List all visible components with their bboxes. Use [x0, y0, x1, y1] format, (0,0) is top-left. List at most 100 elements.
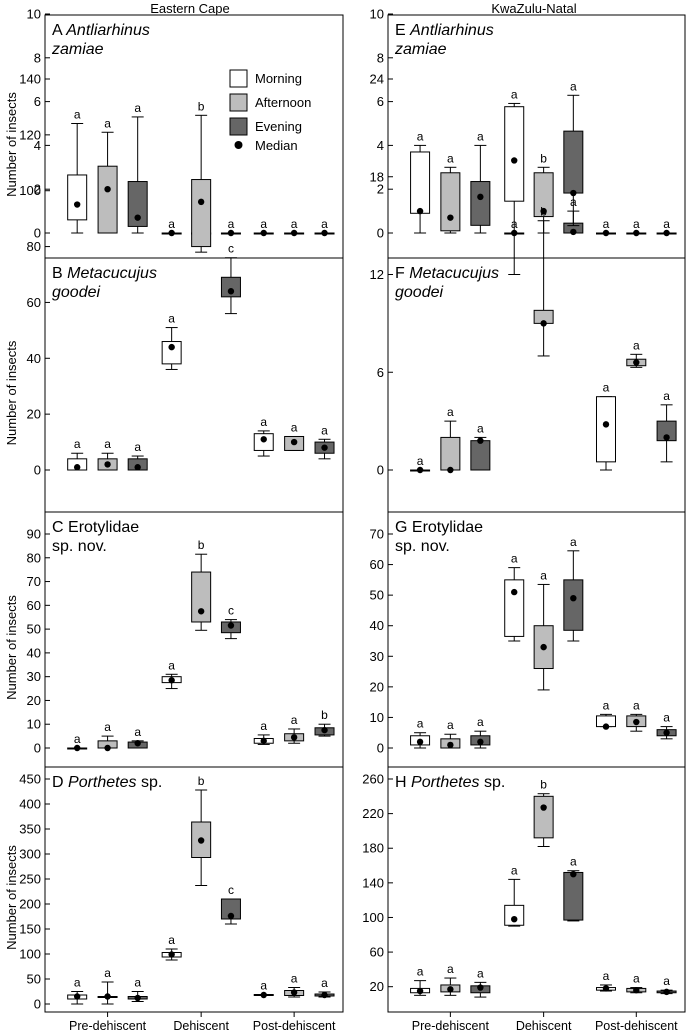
panel-a-dehiscent-morning-median-dot: [168, 229, 175, 237]
panel-d-pre-dehiscent-evening-sig-letter: a: [134, 976, 141, 990]
panel-e-post-dehiscent-morning-box: a: [595, 217, 616, 237]
panel-f-dehiscent-morning-box: a: [504, 87, 525, 275]
panel-a-pre-dehiscent-morning-median-dot: [73, 201, 81, 208]
panel-e-post-dehiscent-evening-sig-letter: a: [663, 217, 670, 231]
panel-d-post-dehiscent-afternoon-sig-letter: a: [291, 972, 298, 986]
panel-e-post-dehiscent-morning-median-dot: [602, 229, 610, 237]
panel-b-dehiscent-morning-iqr: [161, 341, 182, 365]
panel-b-post-dehiscent-evening-median-dot: [321, 444, 328, 451]
panel-e-pre-dehiscent-afternoon-box: a: [440, 151, 461, 234]
panel-f-dehiscent-morning-sig-letter: a: [511, 87, 518, 101]
legend-swatch-morning: [229, 69, 248, 88]
panel-c-ytick-label: 10: [27, 717, 41, 732]
panel-d-dehiscent-morning-box: a: [161, 933, 182, 961]
panel-g-ytick-label: 0: [377, 741, 384, 756]
panel-a-pre-dehiscent-morning-sig-letter: a: [74, 108, 81, 122]
panel-c-dehiscent-afternoon-iqr: [191, 571, 212, 623]
panel-d-ytick-label: 250: [19, 872, 41, 887]
panel-c-pre-dehiscent-afternoon-median-dot: [104, 744, 111, 752]
panel-d-pre-dehiscent-morning-median-dot: [73, 993, 81, 1000]
panel-a-ytick-label: 4: [34, 138, 41, 153]
panel-e-ytick-label: 4: [377, 138, 384, 153]
panel-b-pre-dehiscent-evening-box: a: [127, 440, 148, 471]
panel-h-ytick-label: 100: [362, 910, 384, 925]
column-title-kwazulu-natal: KwaZulu-Natal: [491, 1, 576, 16]
panel-b-post-dehiscent-afternoon-median-dot: [290, 438, 298, 446]
panel-f-dehiscent-afternoon-median-dot: [540, 320, 547, 327]
panel-g-dehiscent-afternoon-sig-letter: a: [540, 568, 547, 582]
panel-e-pre-dehiscent-morning-median-dot: [416, 207, 424, 215]
panel-e-pre-dehiscent-evening-iqr: [470, 181, 491, 226]
panel-c-title-letter: C: [52, 519, 64, 536]
panel-d-pre-dehiscent-afternoon-median-dot: [104, 993, 111, 1000]
panel-g-title-letter: G: [395, 519, 407, 536]
panel-h-dehiscent-afternoon-iqr: [533, 795, 554, 839]
panel-g-post-dehiscent-afternoon-box: a: [626, 698, 647, 732]
panel-c-dehiscent-evening-box: c: [220, 604, 241, 640]
panel-b-pre-dehiscent-morning-sig-letter: a: [74, 437, 81, 451]
panel-e-post-dehiscent-afternoon-sig-letter: a: [633, 217, 640, 231]
panel-g-ytick-label: 70: [370, 527, 384, 542]
panel-b-dehiscent-morning-sig-letter: a: [168, 312, 175, 326]
panel-h-category-label: Dehiscent: [516, 1019, 572, 1030]
panel-c-ytick-label: 70: [27, 574, 41, 589]
panel-g-dehiscent-morning-iqr: [504, 579, 525, 637]
panel-b-dehiscent-afternoon-iqr: [191, 179, 212, 248]
panel-e-pre-dehiscent-morning-box: a: [410, 129, 431, 234]
panel-h-ytick-label: 60: [370, 945, 384, 960]
panel-f-pre-dehiscent-evening-sig-letter: a: [477, 421, 484, 435]
panel-h-pre-dehiscent-morning-sig-letter: a: [417, 965, 424, 979]
panel-f-pre-dehiscent-morning-median-dot: [416, 466, 424, 474]
panel-a-title-letter: A: [52, 22, 63, 39]
panel-a-ytick-label: 0: [34, 226, 41, 241]
panel-g-dehiscent-morning-box: a: [504, 552, 525, 642]
panel-a-pre-dehiscent-afternoon-iqr: [97, 165, 118, 234]
panel-c-ylabel: Number of insects: [4, 595, 19, 700]
panel-f-pre-dehiscent-morning-sig-letter: a: [417, 454, 424, 468]
panel-h-ytick-label: 220: [362, 806, 384, 821]
panel-g-pre-dehiscent-evening-sig-letter: a: [477, 715, 484, 729]
panel-b-dehiscent-morning-box: a: [161, 312, 182, 370]
panel-d-dehiscent-morning-sig-letter: a: [168, 933, 175, 947]
panel-e-title: E Antliarhinus: [395, 22, 494, 39]
panel-c-post-dehiscent-morning-sig-letter: a: [260, 719, 267, 733]
panel-f-pre-dehiscent-evening-box: a: [470, 421, 491, 471]
panel-d-dehiscent-afternoon-median-dot: [197, 837, 205, 844]
panel-f-pre-dehiscent-morning-box: a: [410, 454, 431, 474]
panel-a-ytick-label: 10: [27, 7, 41, 22]
panel-g-dehiscent-morning-median-dot: [511, 588, 518, 596]
panel-b-dehiscent-evening-box: c: [220, 242, 241, 315]
panel-d-post-dehiscent-morning-box: a: [253, 979, 274, 999]
panel-a-dehiscent-morning-box: a: [161, 217, 182, 237]
panel-c-dehiscent-evening-sig-letter: c: [228, 604, 234, 618]
panel-h-dehiscent-morning-sig-letter: a: [511, 863, 518, 877]
panel-f-post-dehiscent-morning-median-dot: [602, 421, 610, 428]
panel-d-ytick-label: 300: [19, 847, 41, 862]
column-title-eastern-cape: Eastern Cape: [150, 1, 230, 16]
panel-h-post-dehiscent-morning-sig-letter: a: [603, 969, 610, 983]
panel-h: 20 60 100 140 180 220 260 H Porthetes sp. a a a a b a…: [362, 766, 686, 1030]
panel-a-post-dehiscent-morning-sig-letter: a: [260, 217, 267, 231]
panel-d-post-dehiscent-morning-sig-letter: a: [260, 979, 267, 993]
panel-e-pre-dehiscent-morning-sig-letter: a: [417, 129, 424, 143]
panel-c-dehiscent-morning-box: a: [161, 658, 182, 690]
panel-g-dehiscent-morning-sig-letter: a: [511, 552, 518, 566]
panel-a-pre-dehiscent-afternoon-box: a: [97, 116, 118, 234]
panel-d-dehiscent-morning-median-dot: [168, 951, 175, 958]
panel-h-frame: [387, 766, 686, 1013]
panel-b-post-dehiscent-morning-median-dot: [260, 436, 267, 443]
panel-d-post-dehiscent-evening-box: a: [314, 976, 335, 999]
panel-h-dehiscent-evening-iqr: [563, 871, 584, 921]
panel-b-pre-dehiscent-evening-sig-letter: a: [134, 440, 141, 454]
panel-h-category-label: Pre-dehiscent: [412, 1019, 490, 1030]
panel-b-post-dehiscent-morning-box: a: [253, 415, 274, 457]
panel-h-dehiscent-evening-sig-letter: a: [570, 855, 577, 869]
panel-d-dehiscent-evening-median-dot: [227, 912, 235, 920]
panel-c-post-dehiscent-afternoon-box: a: [284, 713, 305, 744]
panel-h-title-name: Porthetes: [411, 774, 479, 791]
panel-b-dehiscent-evening-iqr: [220, 276, 241, 298]
panel-g-title: G Erotylidae: [395, 519, 483, 536]
panel-c-ytick-label: 90: [27, 527, 41, 542]
panel-b-pre-dehiscent-morning-box: a: [67, 437, 88, 471]
panel-e-dehiscent-evening-median-dot: [570, 228, 577, 236]
